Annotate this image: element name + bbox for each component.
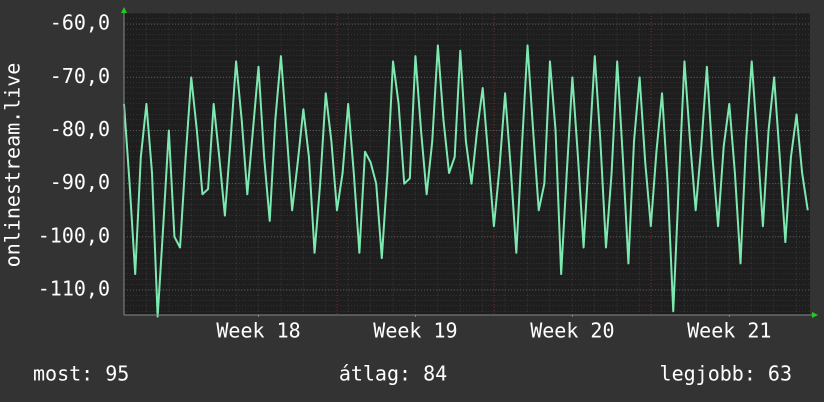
marks [123,44,809,318]
x-tick-label: Week 20 [530,319,614,343]
y-axis-arrow [121,7,127,13]
stat-current: most: 95 [33,362,129,386]
y-tick-label: -110,0 [38,277,110,301]
minor-grid [124,13,810,315]
data-line [123,44,809,318]
y-tick-label: -100,0 [38,223,110,247]
y-axis-label: onlinestream.live [1,63,25,268]
x-tick-label: Week 21 [687,319,771,343]
y-tick-label: -70,0 [50,64,110,88]
week-separators [336,13,652,315]
x-axis-arrow [812,312,818,318]
x-tick-label: Week 18 [216,319,300,343]
x-tick-label: Week 19 [373,319,457,343]
y-tick-label: -90,0 [50,170,110,194]
y-tick-label: -60,0 [50,11,110,35]
y-tick-label: -80,0 [50,117,110,141]
stat-best: legjobb: 63 [660,362,792,386]
stat-average: átlag: 84 [339,362,447,386]
